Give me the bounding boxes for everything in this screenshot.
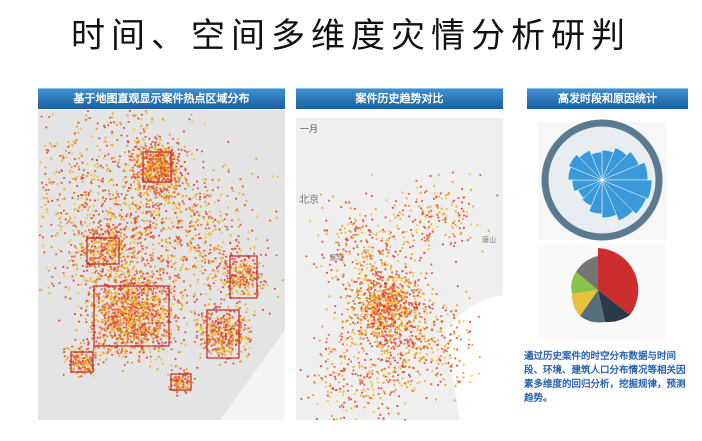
place-label: 唐山 bbox=[482, 235, 496, 244]
sea bbox=[220, 330, 285, 420]
place-label: 廊坊 bbox=[330, 253, 344, 262]
place-label: 北京 bbox=[299, 193, 319, 206]
panel-header: 案件历史趋势对比 bbox=[296, 88, 503, 109]
bullet-mark: • bbox=[526, 352, 532, 363]
radial-sectors bbox=[567, 147, 653, 221]
title: 时间、空间多维度灾情分析研判 bbox=[71, 16, 631, 56]
panel-header: 高发时段和原因统计 bbox=[527, 88, 688, 109]
heat-map bbox=[38, 110, 285, 420]
sea bbox=[445, 295, 503, 420]
bullet-text: 通过历史案件的时空分布数据与时间段、环境、建筑人口分布情况等相关因素多维度的回归… bbox=[524, 351, 686, 404]
hotspot-boxes bbox=[70, 151, 258, 391]
pie-chart bbox=[571, 248, 639, 323]
map-label: 一月 bbox=[300, 124, 318, 135]
panel-header: 基于地图直观显示案件热点区域分布 bbox=[38, 88, 285, 109]
